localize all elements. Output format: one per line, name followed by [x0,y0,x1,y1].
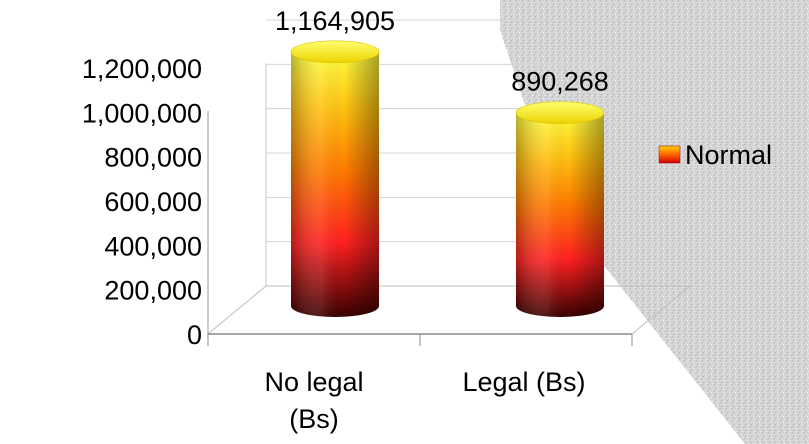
bar-cylinder [515,101,605,317]
legend-swatch-normal [658,145,681,164]
data-labels: 1,164,905 890,268 [275,6,609,97]
bar-cap [515,101,605,124]
y-tick-label: 200,000 [104,276,202,306]
y-axis-tick-labels: 0 200,000 400,000 600,000 800,000 1,000,000 1,… [82,54,202,350]
bar-shading [291,51,379,318]
data-label: 890,268 [511,67,609,97]
y-tick-label: 1,200,000 [82,54,202,84]
floor [206,285,692,335]
data-label: 1,164,905 [275,6,395,36]
category-label: No legal [264,367,363,397]
bar-cylinder [290,40,380,318]
bar-cap [290,40,380,64]
y-tick-label: 0 [187,320,202,350]
x-axis-ticks [207,334,633,346]
legend-label-normal: Normal [685,140,772,170]
y-tick-label: 1,000,000 [82,98,202,128]
y-tick-label: 400,000 [104,231,202,261]
x-axis-category-labels: No legal (Bs) Legal (Bs) [264,367,585,434]
y-tick-label: 800,000 [104,143,202,173]
bar-shading [516,112,604,317]
category-label: Legal (Bs) [462,367,585,397]
category-label: (Bs) [289,404,339,434]
y-tick-label: 600,000 [104,187,202,217]
bar-series-normal [290,40,605,318]
legend: Normal [658,140,772,170]
